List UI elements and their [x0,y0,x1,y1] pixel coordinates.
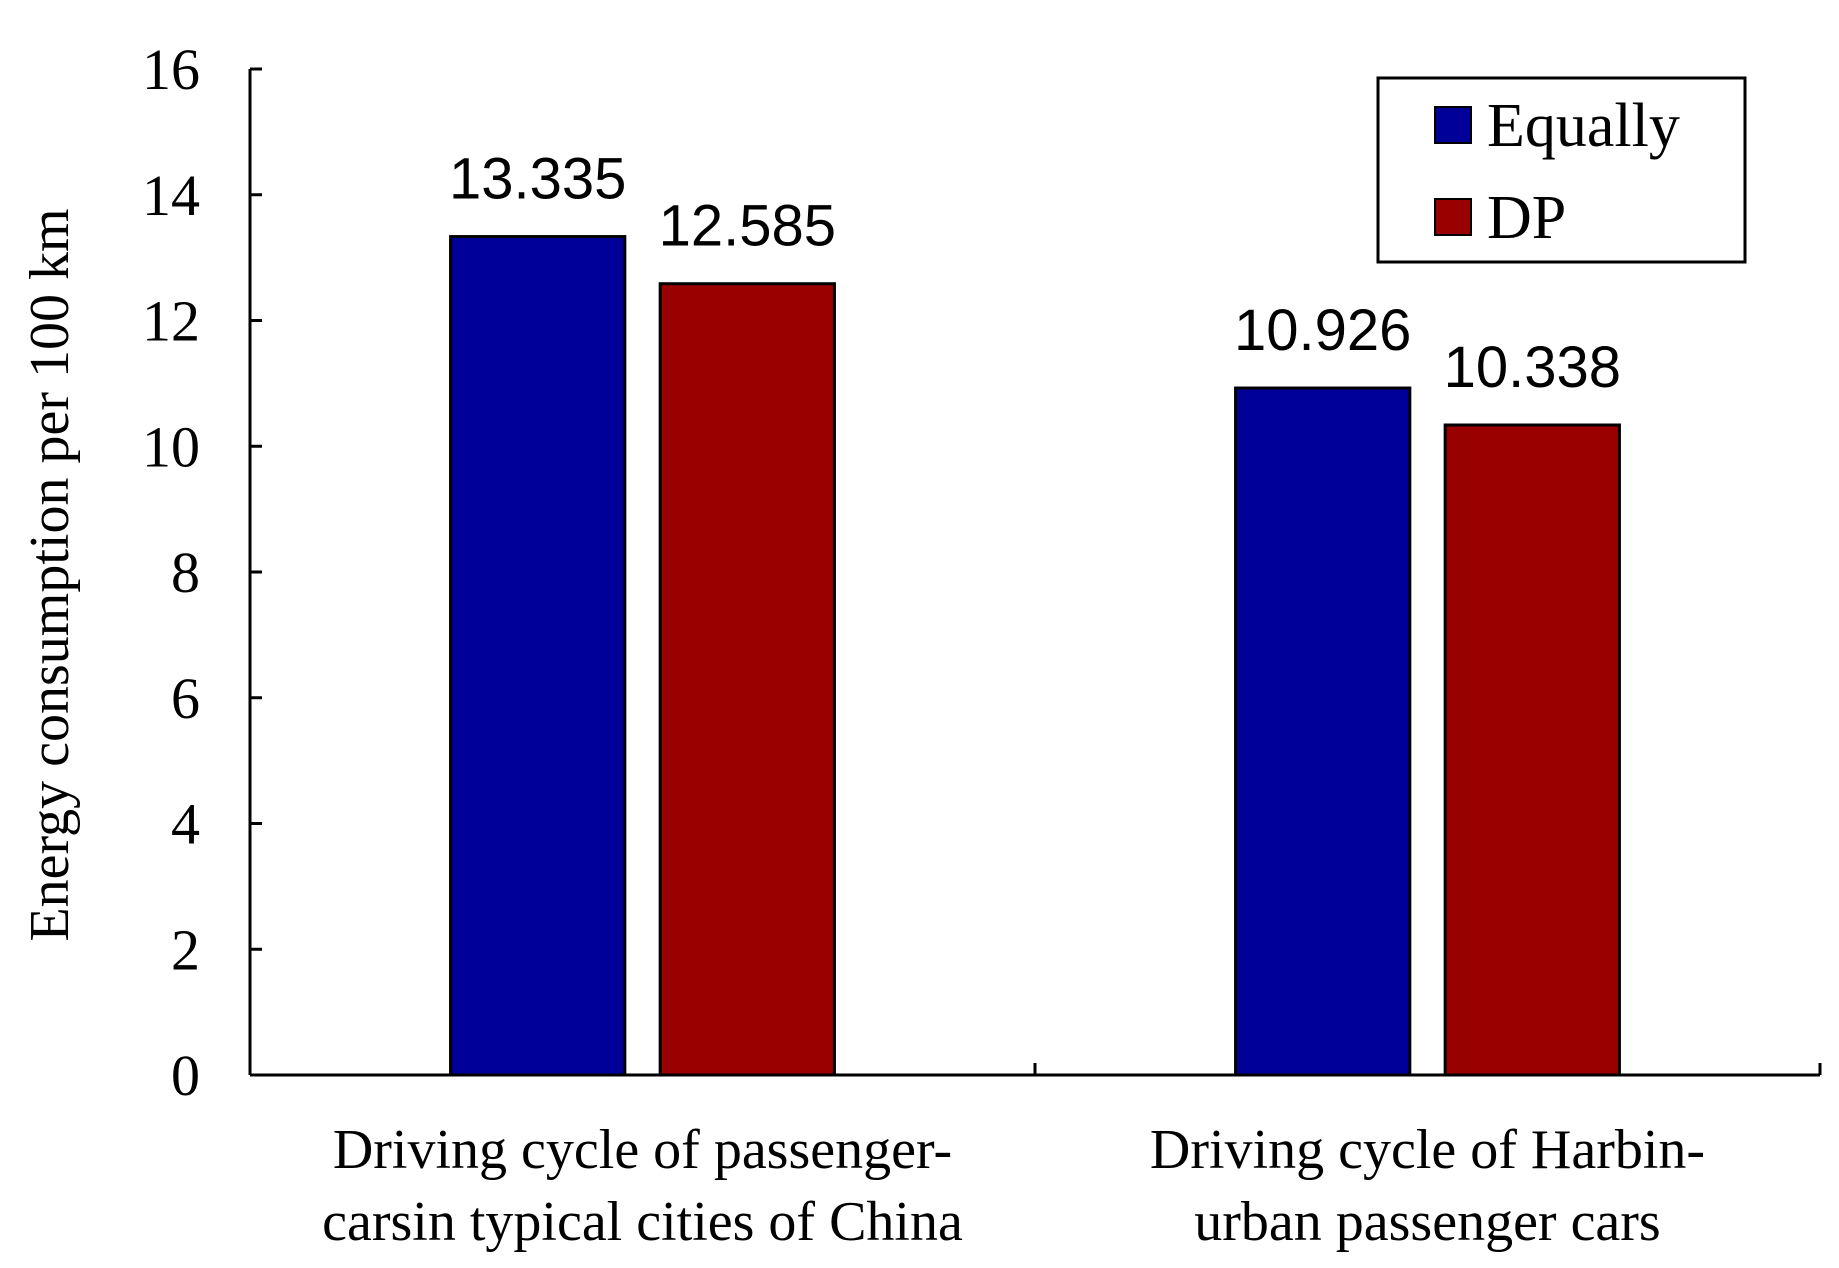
category-label: carsin typical cities of China [322,1191,963,1253]
y-axis-ticks: 0 2 4 6 8 10 12 14 16 [142,37,262,1108]
y-tick-label: 0 [171,1043,200,1108]
legend: Equally DP [1376,76,1747,264]
legend-swatch-equally [1434,106,1472,144]
data-label: 10.926 [1234,298,1411,363]
data-label: 10.338 [1444,335,1621,400]
y-tick-label: 12 [142,289,200,354]
y-tick-label: 6 [171,666,200,731]
bar-dp-0 [658,282,836,1077]
bars [449,235,1621,1077]
y-tick-label: 10 [142,414,200,479]
y-tick-label: 14 [142,163,200,228]
data-label: 12.585 [659,194,836,259]
bar-equally-0 [449,235,627,1077]
data-label: 13.335 [449,147,626,212]
y-tick-label: 2 [171,917,200,982]
value-labels: 13.335 12.585 10.926 10.338 [449,147,1621,400]
y-tick-label: 4 [171,792,200,857]
y-tick-label: 16 [142,37,200,102]
category-label: urban passenger cars [1194,1191,1660,1253]
legend-label-dp: DP [1487,184,1566,252]
legend-label-equally: Equally [1487,92,1680,160]
legend-swatch-dp [1434,198,1472,236]
y-axis-title: Energy consumption per 100 km [19,208,81,941]
bar-dp-1 [1443,423,1621,1077]
category-label: Driving cycle of passenger- [333,1119,952,1181]
y-tick-label: 8 [171,540,200,605]
bar-equally-1 [1234,386,1412,1077]
category-label: Driving cycle of Harbin- [1150,1119,1705,1181]
category-labels: Driving cycle of passenger-carsin typica… [322,1119,1705,1253]
x-axis-ticks [1033,1063,1822,1075]
